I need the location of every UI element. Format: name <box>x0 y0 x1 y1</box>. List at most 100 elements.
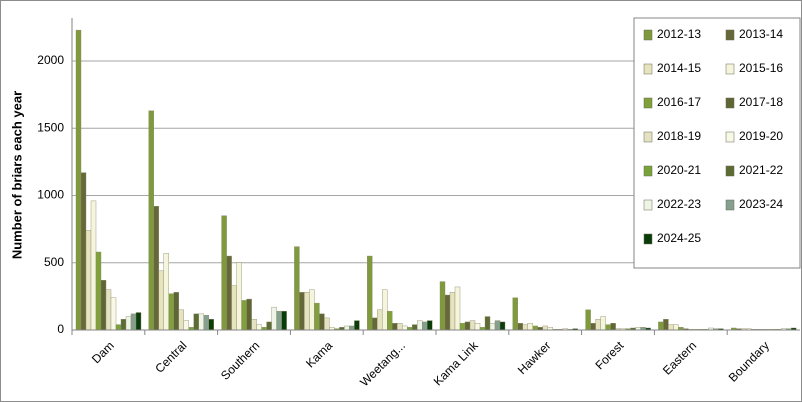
bar <box>309 289 315 331</box>
y-tick-label: 2000 <box>37 53 64 67</box>
bar <box>387 310 393 331</box>
bar <box>349 325 355 331</box>
bar <box>100 280 107 331</box>
bar <box>168 293 175 331</box>
bar <box>610 323 616 331</box>
bar <box>231 285 237 331</box>
legend-label: 2015-16 <box>739 61 783 75</box>
legend-label: 2013-14 <box>739 27 783 41</box>
legend-label: 2018-19 <box>657 129 701 143</box>
bar <box>600 316 606 331</box>
bar <box>276 310 282 331</box>
bar <box>494 320 501 331</box>
bar <box>377 309 383 331</box>
bar <box>532 325 538 331</box>
legend-swatch <box>725 63 735 75</box>
bar <box>208 319 215 331</box>
bar <box>183 320 190 331</box>
bar <box>590 323 596 331</box>
legend-swatch <box>643 199 653 211</box>
legend-swatch <box>643 131 653 143</box>
y-tick-label: 1000 <box>37 188 64 202</box>
legend-swatch <box>643 165 653 177</box>
legend-label: 2022-23 <box>657 197 701 211</box>
bar <box>402 325 408 331</box>
bar <box>130 313 137 331</box>
bar <box>595 319 601 331</box>
bar <box>271 306 277 331</box>
legend-swatch <box>643 29 653 41</box>
bar <box>251 319 257 331</box>
bar <box>372 317 378 331</box>
bar <box>444 294 451 331</box>
bar <box>464 321 471 331</box>
bar <box>226 255 232 331</box>
bar <box>173 292 180 331</box>
bar <box>163 253 170 331</box>
legend-swatch <box>643 97 653 109</box>
bar <box>522 324 528 331</box>
bar <box>153 206 160 331</box>
bar <box>417 320 423 331</box>
bar <box>256 324 262 331</box>
bar <box>469 320 476 331</box>
bar <box>397 323 403 331</box>
bar <box>125 316 132 331</box>
y-axis-title: Number of briars each year <box>9 91 24 259</box>
legend-label: 2016-17 <box>657 95 701 109</box>
legend-label: 2019-20 <box>739 129 783 143</box>
legend-label: 2024-25 <box>657 231 701 245</box>
legend-swatch <box>725 131 735 143</box>
bar <box>193 313 200 331</box>
bar <box>663 319 669 331</box>
legend-swatch <box>725 97 735 109</box>
bar <box>294 246 300 331</box>
bar <box>484 316 491 331</box>
bar <box>585 309 591 331</box>
legend-swatch <box>725 29 735 41</box>
bar <box>605 324 611 331</box>
bar <box>542 325 548 331</box>
bar <box>517 323 523 331</box>
legend-label: 2012-13 <box>657 27 701 41</box>
bar <box>221 215 227 331</box>
bar <box>658 321 664 331</box>
bar <box>203 315 210 331</box>
bar <box>95 251 102 331</box>
bar <box>512 297 518 331</box>
bar <box>198 313 205 331</box>
bar <box>304 292 310 331</box>
legend-swatch <box>725 165 735 177</box>
bar <box>427 320 433 331</box>
legend-swatch <box>643 63 653 75</box>
legend-box <box>633 17 801 269</box>
bar <box>354 320 360 331</box>
bar <box>459 323 466 331</box>
bar <box>115 324 122 331</box>
bar <box>178 309 185 331</box>
bar <box>236 262 242 331</box>
bar <box>382 289 388 331</box>
bar <box>367 255 373 331</box>
legend-label: 2023-24 <box>739 197 783 211</box>
bar <box>454 286 461 331</box>
bar <box>85 230 92 331</box>
bar <box>90 200 97 331</box>
y-tick-label: 500 <box>44 255 64 269</box>
legend-label: 2020-21 <box>657 163 701 177</box>
legend-label: 2017-18 <box>739 95 783 109</box>
bar <box>489 323 496 331</box>
bar <box>281 310 287 331</box>
legend-label: 2014-15 <box>657 61 701 75</box>
bar <box>120 319 127 331</box>
bar <box>673 324 679 331</box>
bar <box>474 323 481 331</box>
bar <box>299 292 305 331</box>
bar <box>110 297 117 331</box>
bar <box>148 110 155 331</box>
bar <box>105 289 112 331</box>
bar <box>158 270 165 331</box>
bar <box>324 317 330 331</box>
